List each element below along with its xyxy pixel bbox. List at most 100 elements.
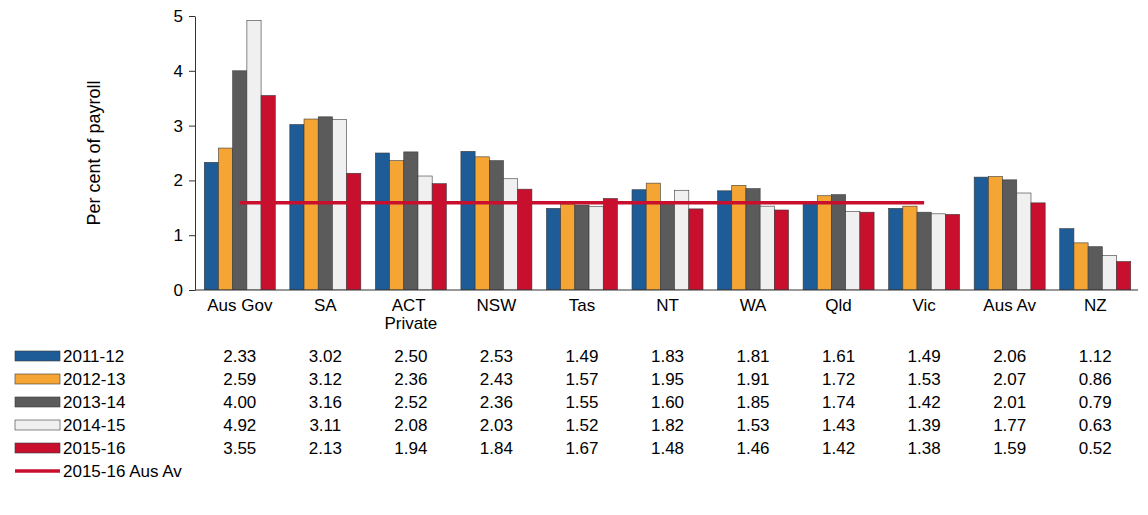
legend-row: 2013-144.003.162.522.361.551.601.851.741… [15,393,1112,412]
bar [418,176,432,290]
legend-label: 2015-16 Aus Av [63,462,182,481]
bar [404,152,418,290]
legend-swatch [15,374,60,384]
bar [546,208,560,290]
table-value: 1.84 [480,439,513,458]
bar [988,177,1002,290]
legend-row: 2015-16 Aus Av [15,462,182,481]
tick-label: ACT Private [384,296,437,333]
table-value: 2.07 [993,370,1026,389]
table-value: 3.11 [309,416,341,435]
tick-label: Qld [825,296,851,315]
x-axis: Aus Gov SA ACT Private NSW Tas NT WA Qld Vic Aus … [195,290,1138,333]
bar [489,161,503,290]
legend-swatch [15,397,60,407]
tick: 4 [174,62,195,81]
bar [718,191,732,290]
tick: Aus Av [983,290,1036,315]
chart: 012345Aus GovSAACT PrivateNSWTasNTWAQldV… [0,0,1148,515]
table-value: 2.03 [480,416,513,435]
bar [817,196,831,290]
tick: NZ [1084,290,1107,315]
legend-label: 2015-16 [63,439,125,458]
y-axis: 012345 [174,7,196,300]
bar [889,208,903,290]
table-value: 1.49 [908,347,941,366]
tick-label: NT [656,296,679,315]
tick: Vic [912,290,936,315]
bar [846,212,860,290]
table-value: 2.36 [480,393,513,412]
tick: 1 [174,226,195,245]
tick-mark [189,235,195,236]
bar [233,71,247,290]
table-value: 0.86 [1079,370,1112,389]
bar [290,125,304,290]
table-value: 1.49 [565,347,598,366]
table-value: 2.50 [394,347,427,366]
bar [974,177,988,290]
bar [218,148,232,290]
bar [375,153,389,290]
tick-label: Aus Av [983,296,1036,315]
table-value: 1.85 [736,393,769,412]
bar [632,190,646,290]
bar [347,173,361,290]
table-value: 1.42 [822,439,855,458]
plot-area [204,20,1130,290]
table-value: 1.74 [822,393,855,412]
tick-label: SA [314,296,337,315]
legend-row: 2015-163.552.131.941.841.671.481.461.421… [15,439,1112,458]
tick-label: 5 [174,7,183,26]
axis-title: Per cent of payroll [84,80,104,225]
bar-series [247,20,1117,290]
legend-swatch [15,469,60,473]
reference-line [240,201,924,205]
table-value: 1.67 [565,439,598,458]
bar [1074,243,1088,290]
legend-row: 2014-154.923.112.082.031.521.821.531.431… [15,416,1112,435]
table-value: 2.33 [223,347,256,366]
tick: Qld [825,290,851,315]
tick-label: Tas [569,296,595,315]
tick-label: NSW [477,296,517,315]
table-value: 0.63 [1079,416,1112,435]
bar-series [218,119,1088,290]
table-value: 1.91 [736,370,769,389]
legend-label: 2013-14 [63,393,125,412]
bar [931,214,945,290]
table-value: 2.43 [480,370,513,389]
table-value: 3.16 [309,393,342,412]
tick: 2 [174,171,195,190]
table-value: 1.95 [651,370,684,389]
table-value: 1.57 [565,370,598,389]
axis-line [195,290,1138,291]
legend-swatch [15,351,60,361]
bar [945,214,959,290]
table-value: 1.82 [651,416,684,435]
table-value: 0.52 [1079,439,1112,458]
legend-swatch [15,443,60,453]
table-value: 1.81 [736,347,769,366]
table-value: 2.59 [223,370,256,389]
bar [646,183,660,290]
tick-label: Aus Gov [207,296,273,315]
tick: 5 [174,7,195,26]
table-value: 3.12 [309,370,342,389]
bar [589,207,603,290]
table-value: 2.53 [480,347,513,366]
tick: NT [656,290,679,315]
table-value: 4.92 [223,416,256,435]
tick: WA [740,290,767,315]
bar [917,212,931,290]
bar [204,162,218,290]
bar [575,205,589,290]
table-value: 1.59 [993,439,1026,458]
table-value: 0.79 [1079,393,1112,412]
legend-label: 2012-13 [63,370,125,389]
bar [1117,262,1131,290]
table-value: 3.02 [309,347,342,366]
bar [603,198,617,290]
legend-swatch [15,420,60,430]
table-value: 4.00 [223,393,256,412]
